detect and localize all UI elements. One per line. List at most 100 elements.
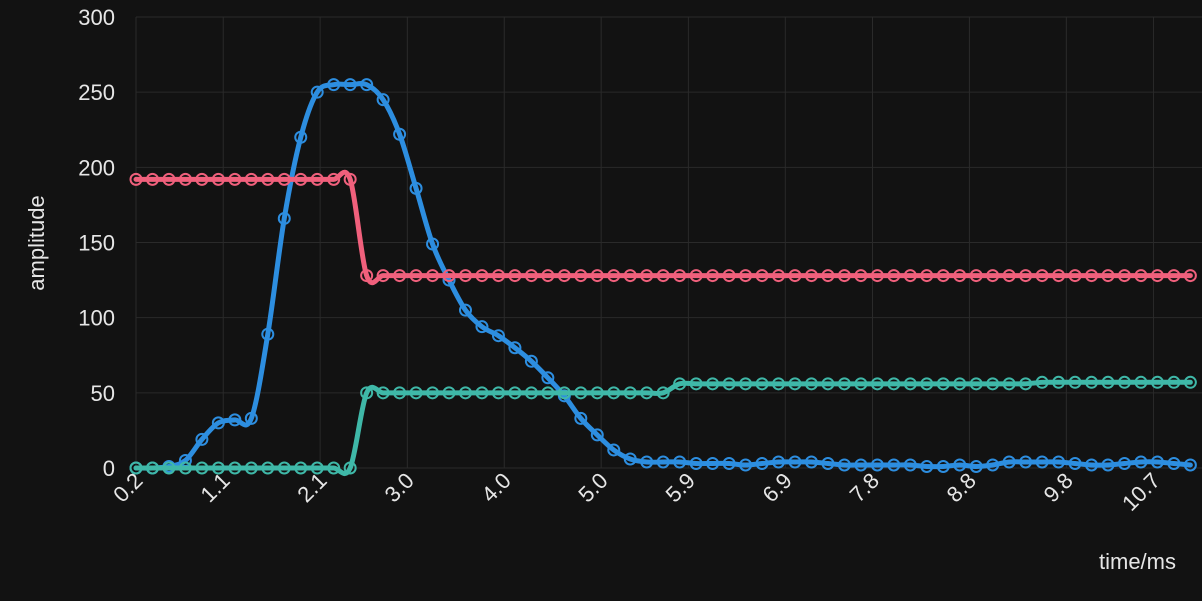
data-point	[1019, 377, 1033, 391]
data-point	[870, 458, 884, 472]
data-point	[1167, 456, 1181, 470]
data-point	[936, 377, 950, 391]
data-point	[969, 459, 983, 473]
data-point	[508, 386, 522, 400]
data-point	[327, 78, 341, 92]
data-point	[1150, 375, 1164, 389]
data-point	[1085, 269, 1099, 283]
data-point	[590, 269, 604, 283]
data-point	[689, 269, 703, 283]
data-point	[541, 386, 555, 400]
data-point	[887, 458, 901, 472]
data-point	[277, 461, 291, 475]
y-axis-label: amplitude	[24, 195, 49, 290]
data-point	[656, 269, 670, 283]
data-point	[739, 458, 753, 472]
data-point	[557, 386, 571, 400]
data-point	[1068, 456, 1082, 470]
data-point	[821, 456, 835, 470]
data-point	[261, 327, 275, 341]
data-point	[1068, 375, 1082, 389]
data-point	[804, 455, 818, 469]
data-point	[673, 269, 687, 283]
data-point	[739, 269, 753, 283]
data-point	[1150, 269, 1164, 283]
data-point	[310, 172, 324, 186]
series-3	[129, 375, 1197, 476]
data-point	[327, 172, 341, 186]
data-point	[673, 377, 687, 391]
data-point	[1052, 455, 1066, 469]
data-point	[129, 172, 143, 186]
data-point	[656, 386, 670, 400]
data-point	[854, 269, 868, 283]
data-point	[475, 269, 489, 283]
data-point	[557, 269, 571, 283]
data-point	[903, 269, 917, 283]
data-point	[1035, 269, 1049, 283]
data-point	[1150, 455, 1164, 469]
data-point	[1068, 269, 1082, 283]
data-point	[607, 443, 621, 457]
data-point	[376, 386, 390, 400]
data-point	[360, 386, 374, 400]
data-point	[426, 269, 440, 283]
data-point	[656, 455, 670, 469]
data-point	[607, 386, 621, 400]
data-point	[1052, 269, 1066, 283]
data-point	[640, 269, 654, 283]
data-point	[837, 377, 851, 391]
data-point	[360, 269, 374, 283]
y-axis-ticks: 0 50 100 150 200 250 300	[78, 5, 115, 481]
data-point	[1052, 375, 1066, 389]
data-point	[277, 172, 291, 186]
y-tick-label: 250	[78, 80, 115, 105]
data-point	[689, 377, 703, 391]
data-point	[409, 181, 423, 195]
data-point	[294, 461, 308, 475]
data-point	[426, 386, 440, 400]
series-1	[129, 78, 1197, 475]
data-point	[722, 377, 736, 391]
data-point	[640, 455, 654, 469]
data-point	[376, 269, 390, 283]
data-point	[837, 458, 851, 472]
data-point	[475, 386, 489, 400]
data-point	[129, 461, 143, 475]
data-point	[920, 269, 934, 283]
series-line	[133, 169, 1193, 286]
x-axis-label: time/ms	[1099, 549, 1176, 574]
data-point	[788, 455, 802, 469]
data-point	[936, 269, 950, 283]
data-point	[310, 85, 324, 99]
data-point	[772, 455, 786, 469]
data-point	[887, 269, 901, 283]
data-point	[524, 386, 538, 400]
data-point	[623, 452, 637, 466]
data-point	[294, 130, 308, 144]
data-point	[1019, 269, 1033, 283]
data-point	[903, 458, 917, 472]
data-point	[442, 269, 456, 283]
data-point	[508, 269, 522, 283]
data-point	[986, 377, 1000, 391]
data-point	[986, 269, 1000, 283]
series-group	[129, 78, 1197, 476]
data-point	[228, 413, 242, 427]
data-point	[1183, 458, 1197, 472]
data-point	[211, 416, 225, 430]
data-point	[920, 377, 934, 391]
y-tick-label: 50	[91, 381, 115, 406]
data-point	[541, 371, 555, 385]
data-point	[574, 411, 588, 425]
data-point	[228, 172, 242, 186]
data-point	[360, 78, 374, 92]
data-point	[244, 461, 258, 475]
data-point	[1134, 455, 1148, 469]
data-point	[178, 461, 192, 475]
data-point	[1134, 375, 1148, 389]
data-point	[1183, 269, 1197, 283]
data-point	[574, 386, 588, 400]
y-tick-label: 0	[103, 456, 115, 481]
